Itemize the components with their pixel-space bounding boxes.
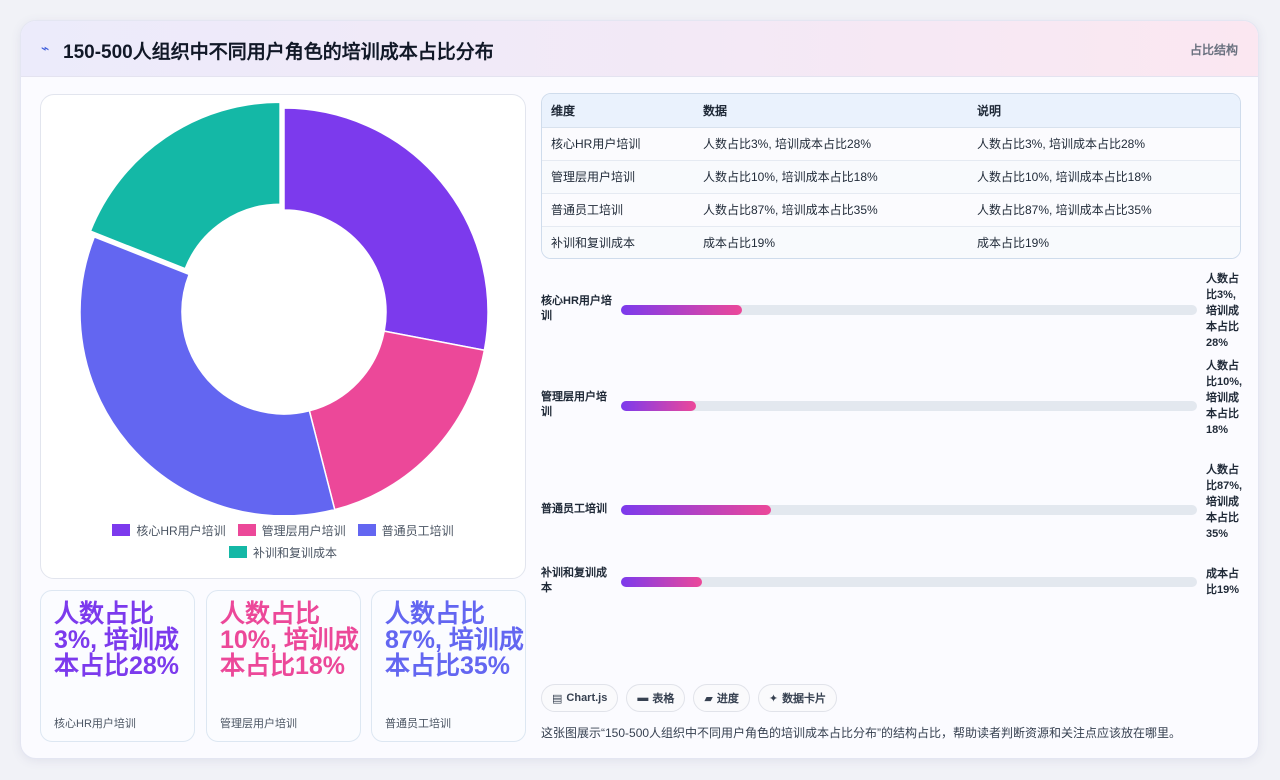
progress-fill: [621, 305, 742, 315]
chip-label: 进度: [716, 693, 739, 705]
chart-icon: ▤: [552, 692, 563, 705]
progress-label: 核心HR用户培训: [541, 295, 612, 322]
header-tag: 占比结构: [1189, 43, 1238, 57]
progress-value: 人数占比3%, 培训成本占比28%: [1206, 273, 1239, 349]
table-row: 管理层用户培训 人数占比10%, 培训成本占比18% 人数占比10%, 培训成本…: [542, 160, 1240, 194]
pie-slice-2[interactable]: [308, 330, 486, 511]
legend-item[interactable]: 管理层用户培训: [237, 522, 346, 539]
chip-chartjs[interactable]: ▤ Chart.js: [541, 684, 619, 712]
table-cell: 补训和复训成本: [542, 226, 694, 258]
table-header-row: 维度 数据 说明: [542, 94, 1240, 128]
pie-slice-3[interactable]: [79, 235, 336, 515]
legend-item[interactable]: 核心HR用户培训: [112, 522, 226, 539]
table-cell: 人数占比10%, 培训成本占比18%: [694, 160, 968, 194]
legend-swatch: [112, 524, 131, 536]
table-cell: 人数占比10%, 培训成本占比18%: [968, 160, 1240, 194]
chip-label: 数据卡片: [782, 693, 827, 705]
table-cell: 核心HR用户培训: [542, 127, 694, 161]
progress-label: 补训和复训成本: [541, 567, 607, 594]
progress-track: [621, 401, 1197, 411]
table-row: 核心HR用户培训 人数占比3%, 培训成本占比28% 人数占比3%, 培训成本占…: [542, 127, 1240, 161]
stat-card-employee: 人数占比87%, 培训成本占比35% 普通员工培训: [371, 590, 526, 742]
legend-item[interactable]: 补训和复训成本: [228, 544, 337, 561]
stat-card-management: 人数占比10%, 培训成本占比18% 管理层用户培训: [206, 590, 361, 742]
progress-icon: ▰: [704, 692, 713, 705]
progress-value: 人数占比87%, 培训成本占比35%: [1206, 464, 1243, 540]
stat-label: 普通员工培训: [385, 718, 451, 730]
legend-swatch: [237, 524, 256, 536]
main-card: ⌁ 150-500人组织中不同用户角色的培训成本占比分布 占比结构 核心HR用户…: [20, 20, 1259, 759]
table-row: 补训和复训成本 成本占比19% 成本占比19%: [542, 226, 1240, 258]
legend-label: 管理层用户培训: [261, 523, 346, 538]
legend-row: 补训和复训成本: [41, 541, 525, 563]
table-header: 说明: [968, 94, 1240, 128]
table-cell: 人数占比3%, 培训成本占比28%: [694, 127, 968, 161]
tech-chips: ▤ Chart.js ▬ 表格 ▰ 进度 ✦ 数据卡片: [541, 684, 838, 712]
pie-slice-1[interactable]: [283, 107, 489, 352]
legend-item[interactable]: 普通员工培训: [357, 522, 454, 539]
table-cell: 普通员工培训: [542, 193, 694, 227]
card-icon: ✦: [768, 692, 779, 705]
legend-label: 普通员工培训: [381, 523, 454, 538]
page-title: 150-500人组织中不同用户角色的培训成本占比分布: [63, 42, 494, 63]
table-row: 普通员工培训 人数占比87%, 培训成本占比35% 人数占比87%, 培训成本占…: [542, 193, 1240, 227]
legend-label: 补训和复训成本: [252, 545, 337, 560]
progress-label: 普通员工培训: [541, 503, 607, 515]
chip-label: Chart.js: [566, 692, 608, 704]
chip-progress[interactable]: ▰ 进度: [693, 684, 750, 712]
table-header: 维度: [542, 94, 694, 128]
progress-value: 人数占比10%, 培训成本占比18%: [1206, 360, 1243, 436]
legend-swatch: [357, 524, 376, 536]
legend-row: 核心HR用户培训 管理层用户培训 普通员工培训: [41, 519, 525, 541]
chip-table[interactable]: ▬ 表格: [626, 684, 686, 712]
table-cell: 人数占比87%, 培训成本占比35%: [968, 193, 1240, 227]
progress-fill: [621, 577, 702, 587]
header-bar: ⌁ 150-500人组织中不同用户角色的培训成本占比分布 占比结构: [21, 21, 1258, 77]
progress-fill: [621, 401, 696, 411]
chart-legend: 核心HR用户培训 管理层用户培训 普通员工培训补训和复训成本: [41, 519, 525, 563]
stat-value: 人数占比3%, 培训成本占比28%: [54, 600, 180, 680]
progress-value: 成本占比19%: [1206, 568, 1240, 596]
stat-value: 人数占比10%, 培训成本占比18%: [220, 600, 359, 680]
table-cell: 成本占比19%: [968, 226, 1240, 258]
stat-label: 核心HR用户培训: [54, 718, 136, 730]
progress-label: 管理层用户培训: [541, 391, 607, 418]
progress-track: [621, 577, 1197, 587]
progress-fill: [621, 505, 771, 515]
table-cell: 人数占比87%, 培训成本占比35%: [694, 193, 968, 227]
table-icon: ▬: [637, 692, 649, 704]
footnote: 这张图展示“150-500人组织中不同用户角色的培训成本占比分布”的结构占比，帮…: [541, 726, 1182, 740]
stat-card-core-hr: 人数占比3%, 培训成本占比28% 核心HR用户培训: [40, 590, 195, 742]
legend-swatch: [228, 546, 247, 558]
stat-label: 管理层用户培训: [220, 718, 297, 730]
progress-track: [621, 305, 1197, 315]
table-cell: 管理层用户培训: [542, 160, 694, 194]
doughnut-chart-svg: [79, 101, 489, 515]
doughnut-chart: 核心HR用户培训 管理层用户培训 普通员工培训补训和复训成本: [40, 94, 526, 579]
legend-label: 核心HR用户培训: [136, 523, 226, 538]
table-header: 数据: [694, 94, 968, 128]
progress-track: [621, 505, 1197, 515]
stat-value: 人数占比87%, 培训成本占比35%: [385, 600, 524, 680]
sparkle-icon: ⌁: [41, 40, 50, 56]
chip-label: 表格: [652, 693, 675, 705]
data-table: 维度 数据 说明 核心HR用户培训 人数占比3%, 培训成本占比28% 人数占比…: [541, 93, 1241, 259]
pie-slice-4[interactable]: [89, 101, 281, 270]
chip-data-card[interactable]: ✦ 数据卡片: [757, 684, 838, 712]
table-cell: 成本占比19%: [694, 226, 968, 258]
table-cell: 人数占比3%, 培训成本占比28%: [968, 127, 1240, 161]
